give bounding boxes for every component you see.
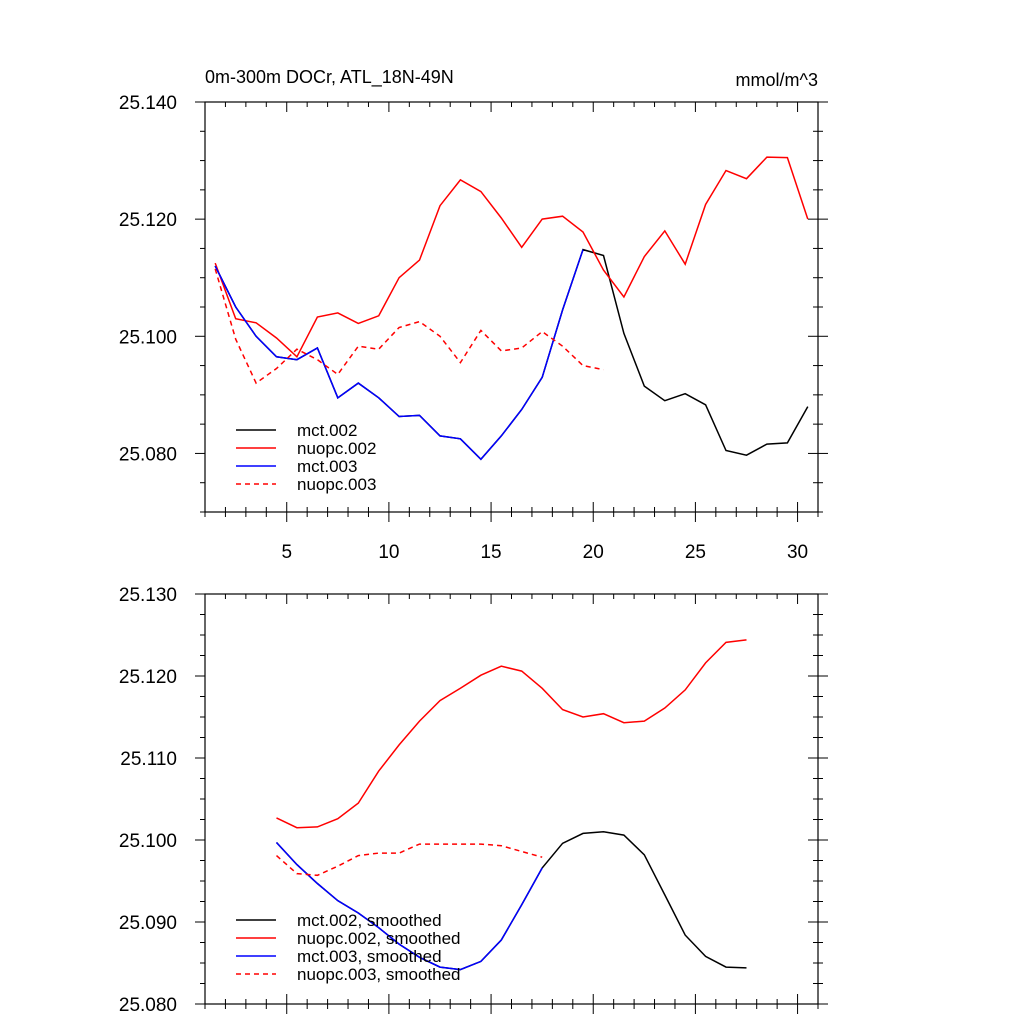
series-line (276, 843, 543, 877)
x-tick-label: 20 (583, 542, 604, 563)
series-line (276, 639, 747, 829)
y-tick-label: 25.120 (119, 667, 177, 688)
series-line (214, 156, 809, 359)
units-label: mmol/m^3 (736, 70, 818, 90)
y-tick-label: 25.080 (119, 995, 177, 1016)
y-tick-label: 25.130 (119, 585, 177, 606)
y-tick-label: 25.090 (119, 913, 177, 934)
y-tick-label: 25.120 (119, 210, 177, 231)
x-tick-label: 25 (685, 542, 706, 563)
x-tick-label: 10 (378, 542, 399, 563)
legend-label: mct.002 (297, 421, 357, 440)
y-tick-label: 25.100 (119, 831, 177, 852)
x-tick-label: 15 (480, 542, 501, 563)
x-tick-label: 30 (787, 542, 808, 563)
legend-label: nuopc.003, smoothed (297, 965, 461, 984)
legend-label: mct.003, smoothed (297, 947, 442, 966)
legend-label: nuopc.002, smoothed (297, 929, 461, 948)
chart-title: 0m-300m DOCr, ATL_18N-49N (205, 67, 454, 88)
series-line (214, 268, 604, 385)
bottom-panel: 25.080 25.090 25.100 25.110 25.120 25.130 mct.… (119, 585, 828, 1016)
series-line (275, 841, 543, 971)
legend-label: nuopc.003 (297, 475, 376, 494)
top-panel: 0m-300m DOCr, ATL_18N-49N mmol/m^3 5 10 15… (119, 67, 828, 563)
series-line (214, 249, 584, 461)
y-tick-label: 25.140 (119, 93, 177, 114)
y-tick-label: 25.110 (120, 749, 177, 770)
legend-label: mct.003 (297, 457, 357, 476)
y-tick-label: 25.080 (119, 444, 177, 465)
y-tick-label: 25.100 (119, 327, 177, 348)
legend-label: nuopc.002 (297, 439, 376, 458)
legend-label: mct.002, smoothed (297, 911, 442, 930)
x-tick-label: 5 (281, 542, 292, 563)
